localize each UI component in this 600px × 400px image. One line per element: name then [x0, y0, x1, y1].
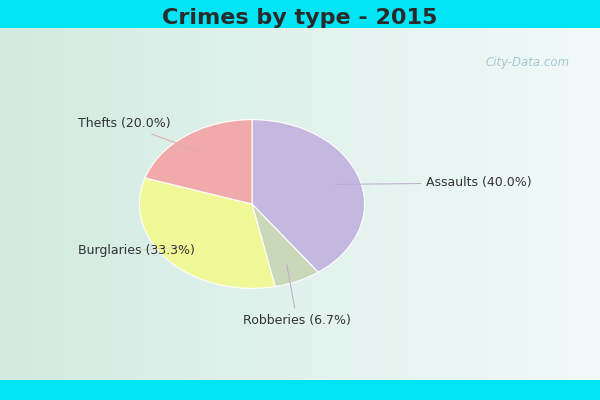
Text: Burglaries (33.3%): Burglaries (33.3%) [77, 244, 194, 257]
Text: Thefts (20.0%): Thefts (20.0%) [77, 117, 200, 152]
Wedge shape [140, 178, 275, 288]
Text: City-Data.com: City-Data.com [486, 56, 570, 69]
Wedge shape [252, 204, 318, 286]
Text: Assaults (40.0%): Assaults (40.0%) [335, 176, 532, 190]
Wedge shape [145, 120, 252, 204]
Wedge shape [252, 120, 364, 272]
Text: Robberies (6.7%): Robberies (6.7%) [243, 264, 351, 327]
Text: Crimes by type - 2015: Crimes by type - 2015 [163, 8, 437, 28]
